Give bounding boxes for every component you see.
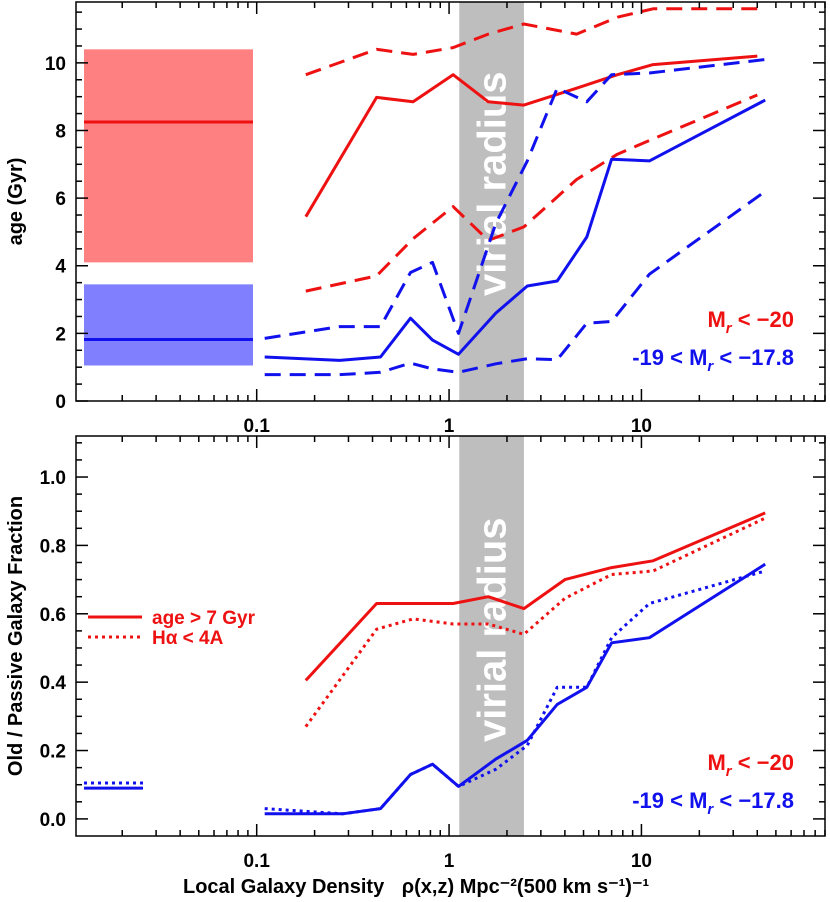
plot-frame xyxy=(75,1,826,402)
x-tick-label: 1 xyxy=(444,416,455,437)
y-tick-label: 1.0 xyxy=(40,468,66,489)
y-tick-label: 0.0 xyxy=(40,810,66,831)
x-axis-label-prefix: Local Galaxy Density xyxy=(183,876,385,898)
virial-radius-band xyxy=(459,2,524,401)
series-line-red-dotted-1 xyxy=(304,516,766,728)
x-axis-label: Local Galaxy Density ρ(x,z) Mpc⁻²(500 km… xyxy=(183,876,650,898)
series-line-red-solid-0 xyxy=(304,54,758,218)
y-tick-label: 0.6 xyxy=(40,605,66,626)
panel-top-age: virial radius 0.1 1 10 0 2 4 6 8 10 age (Gyr) Mr < … xyxy=(5,1,826,437)
x-tick-label: 1 xyxy=(444,851,455,872)
virial-radius-band xyxy=(459,436,524,836)
y-tick-label: 2 xyxy=(55,324,66,345)
label-faint-group: -19 < Mr < −17.8 xyxy=(632,788,794,818)
y-tick-label: 0.2 xyxy=(40,742,66,763)
label-bright-group: Mr < −20 xyxy=(707,750,794,780)
y-axis-label: Old / Passive Galaxy Fraction xyxy=(5,496,27,776)
y-tick-label: 10 xyxy=(45,54,66,75)
series-line-red-dashed-1 xyxy=(305,7,758,77)
series-line-blue-solid-2 xyxy=(264,562,767,816)
x-tick-label: 10 xyxy=(631,416,652,437)
label-bright-group: Mr < −20 xyxy=(707,307,794,337)
y-tick-label: 0.8 xyxy=(40,536,66,557)
x-tick-label: 10 xyxy=(631,851,652,872)
series-line-blue-dotted-3 xyxy=(264,569,766,816)
series-line-blue-dashed-4 xyxy=(264,58,766,340)
svg-text:Local Galaxy Density ρ(x: Local Galaxy Density ρ(x,z) Mpc⁻²(500 km… xyxy=(183,876,650,898)
y-tick-label: 4 xyxy=(55,257,66,278)
label-faint-group: -19 < Mr < −17.8 xyxy=(632,345,794,375)
y-tick-label: 8 xyxy=(55,121,66,142)
field-band-red xyxy=(84,49,253,263)
x-tick-label: 0.1 xyxy=(243,851,270,872)
series-line-blue-dashed-5 xyxy=(264,190,767,377)
y-tick-label: 0 xyxy=(55,392,66,413)
x-tick-label: 0.1 xyxy=(243,416,270,437)
plot-frame xyxy=(75,435,826,837)
series-line-red-solid-0 xyxy=(304,511,766,682)
x-axis-label-formula: ρ(x,z) Mpc⁻²(500 km s⁻¹)⁻¹ xyxy=(402,876,650,898)
field-band-blue xyxy=(84,284,253,366)
virial-radius-label: virial radius xyxy=(471,71,515,296)
y-tick-label: 6 xyxy=(55,189,66,210)
y-axis-label: age (Gyr) xyxy=(5,158,27,246)
legend-label-solid: age > 7 Gyr xyxy=(152,608,256,629)
series-line-blue-solid-3 xyxy=(264,98,766,362)
series-line-red-dashed-2 xyxy=(305,93,758,293)
y-tick-label: 0.4 xyxy=(40,673,67,694)
legend-label-dotted: Hα < 4A xyxy=(152,628,224,649)
